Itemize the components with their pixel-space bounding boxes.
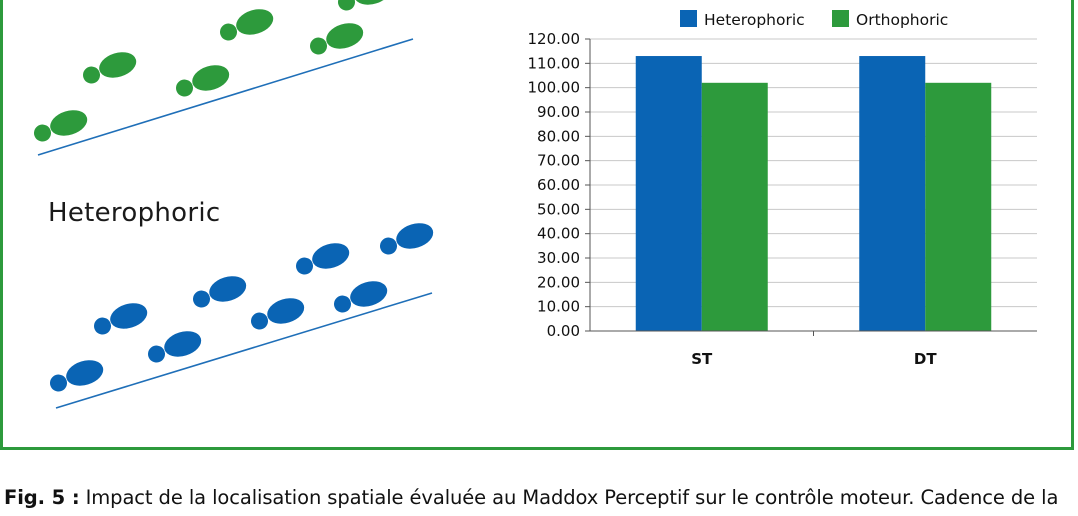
blue-footprint-icon (193, 276, 247, 308)
green-footprint-icon (310, 23, 364, 55)
blue-footprint-icon (334, 281, 388, 313)
chart-axes: 0.00 10.00 20.00 30.00 40.00 50.00 60.00 70.00 8… (528, 30, 1037, 368)
figure-caption: Fig. 5 : Impact de la localisation spati… (4, 486, 1078, 509)
heterophoric-group-label: Heterophoric (48, 198, 221, 228)
blue-footprint-icon (148, 331, 202, 363)
blue-footprint-icon (296, 243, 350, 275)
green-footprint-icon (34, 0, 392, 142)
bar-heterophoric-dt (859, 56, 926, 332)
green-footprint-icon (220, 9, 274, 41)
y-tick-label: 0.00 (547, 322, 580, 340)
caption-heading: Fig. 5 : (4, 486, 80, 509)
blue-footprint-icon (50, 360, 104, 392)
y-tick-label: 20.00 (537, 273, 580, 291)
bar-heterophoric-st (635, 56, 702, 332)
y-tick-label: 100.00 (528, 79, 581, 97)
chart-bars (635, 56, 992, 332)
green-footprint-icon (34, 110, 88, 142)
x-category-label: ST (691, 350, 713, 368)
y-tick-label: 110.00 (528, 54, 581, 72)
green-footprint-icon (83, 52, 137, 84)
blue-walkway-line (55, 292, 433, 409)
y-tick-label: 60.00 (537, 176, 580, 194)
green-footprint-icon (338, 0, 392, 11)
blue-footprint-icon (380, 223, 434, 255)
blue-footprint-icon (94, 303, 148, 335)
y-tick-label: 50.00 (537, 200, 580, 218)
y-tick-label: 90.00 (537, 103, 580, 121)
green-footprint-icon (176, 65, 230, 97)
y-tick-label: 10.00 (537, 298, 580, 316)
footprints-illustration (34, 0, 434, 409)
caption-text: Impact de la localisation spatiale évalu… (79, 486, 1059, 509)
bar-orthophoric-st (701, 82, 768, 331)
y-tick-label: 120.00 (528, 30, 581, 48)
legend-swatch (832, 10, 849, 27)
bar-chart: 0.00 10.00 20.00 30.00 40.00 50.00 60.00 70.00 8… (528, 10, 1037, 368)
y-tick-label: 30.00 (537, 249, 580, 267)
bar-orthophoric-dt (925, 82, 992, 331)
figure-frame (0, 0, 1074, 450)
blue-footprint-icon (251, 298, 305, 330)
x-category-label: DT (914, 350, 937, 368)
y-tick-label: 40.00 (537, 225, 580, 243)
y-tick-label: 70.00 (537, 152, 580, 170)
legend-label: Orthophoric (856, 11, 948, 29)
y-tick-label: 80.00 (537, 127, 580, 145)
blue-footprint-icon (50, 223, 434, 392)
legend-label: Heterophoric (704, 11, 805, 29)
green-walkway-line (37, 38, 414, 156)
legend-swatch (680, 10, 697, 27)
chart-legend: Heterophoric Orthophoric (680, 10, 948, 29)
